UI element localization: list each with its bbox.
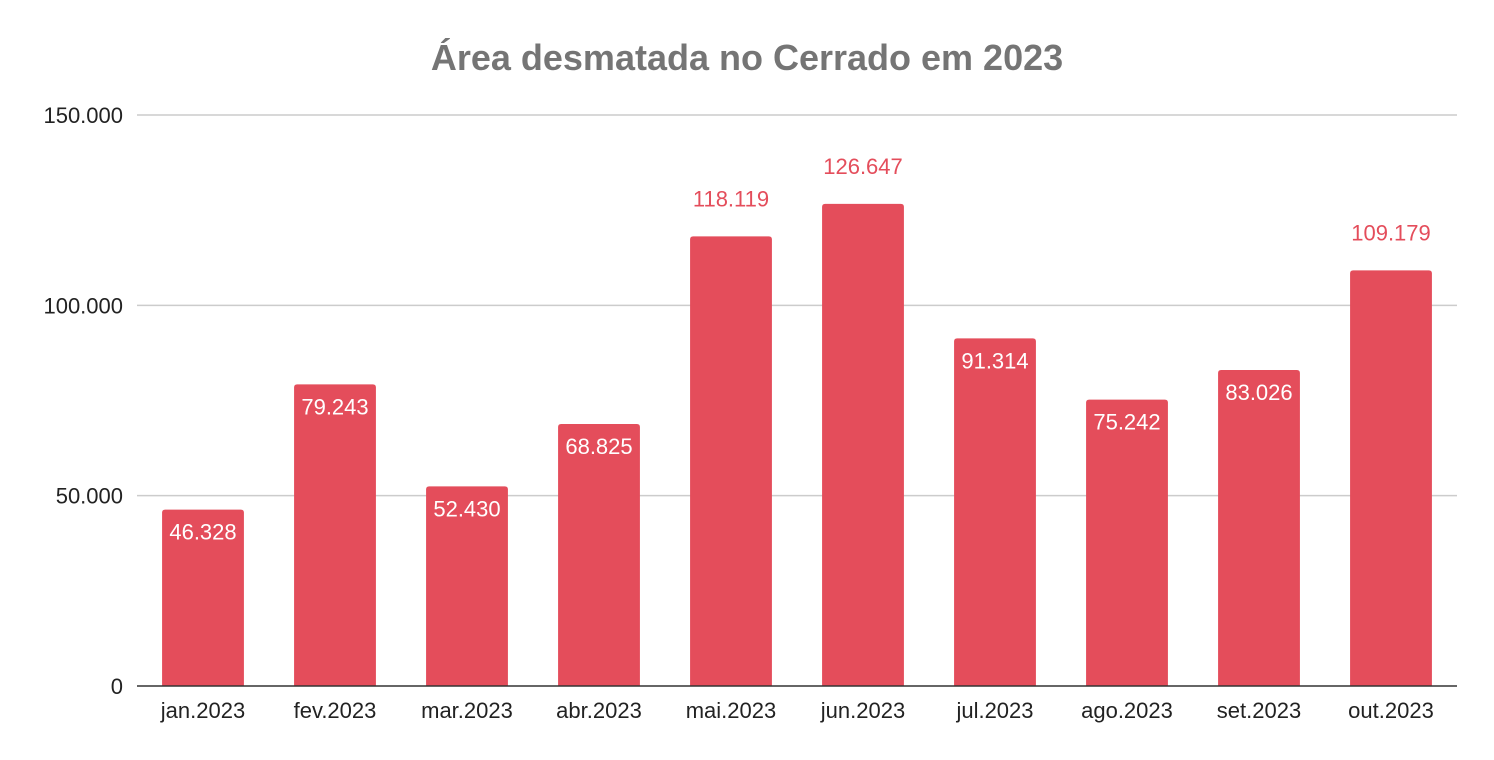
bar-mai.2023 <box>690 236 772 686</box>
y-tick-label: 50.000 <box>56 484 123 509</box>
x-tick-label: ago.2023 <box>1081 698 1173 723</box>
data-label-jan.2023: 46.328 <box>169 520 236 545</box>
bar-jul.2023 <box>954 338 1036 686</box>
data-label-abr.2023: 68.825 <box>565 434 632 459</box>
bars <box>162 203 1432 686</box>
y-tick-label: 100.000 <box>43 293 123 318</box>
x-tick-label: jan.2023 <box>160 698 245 723</box>
data-label-out.2023: 109.179 <box>1351 220 1431 245</box>
data-label-fev.2023: 79.243 <box>301 394 368 419</box>
bar-jan.2023 <box>162 509 244 686</box>
bar-set.2023 <box>1218 369 1300 686</box>
y-axis-tick-labels: 0 50.000 100.000 150.000 <box>43 103 123 699</box>
data-label-set.2023: 83.026 <box>1225 380 1292 405</box>
bar-fev.2023 <box>294 384 376 686</box>
bar-jun.2023 <box>822 203 904 686</box>
x-tick-label: set.2023 <box>1217 698 1301 723</box>
x-tick-label: mai.2023 <box>686 698 777 723</box>
bar-abr.2023 <box>558 424 640 686</box>
y-tick-label: 0 <box>111 674 123 699</box>
x-tick-label: jun.2023 <box>820 698 905 723</box>
x-tick-label: fev.2023 <box>294 698 377 723</box>
y-tick-label: 150.000 <box>43 103 123 128</box>
data-label-jul.2023: 91.314 <box>961 348 1028 373</box>
x-tick-label: jul.2023 <box>955 698 1033 723</box>
chart-title: Área desmatada no Cerrado em 2023 <box>431 37 1063 78</box>
bar-out.2023 <box>1350 270 1432 686</box>
x-axis-tick-labels: jan.2023 fev.2023 mar.2023 abr.2023 mai.2023… <box>160 698 1434 723</box>
x-tick-label: out.2023 <box>1348 698 1434 723</box>
bar-ago.2023 <box>1086 399 1168 686</box>
x-tick-label: mar.2023 <box>421 698 513 723</box>
x-tick-label: abr.2023 <box>556 698 642 723</box>
bar-mar.2023 <box>426 486 508 686</box>
data-label-mai.2023: 118.119 <box>693 186 769 211</box>
data-labels: 46.328 79.243 52.430 68.825 118.119 126.647 91… <box>169 154 1430 545</box>
data-label-ago.2023: 75.242 <box>1093 410 1160 435</box>
data-label-jun.2023: 126.647 <box>823 154 903 179</box>
data-label-mar.2023: 52.430 <box>433 496 500 521</box>
